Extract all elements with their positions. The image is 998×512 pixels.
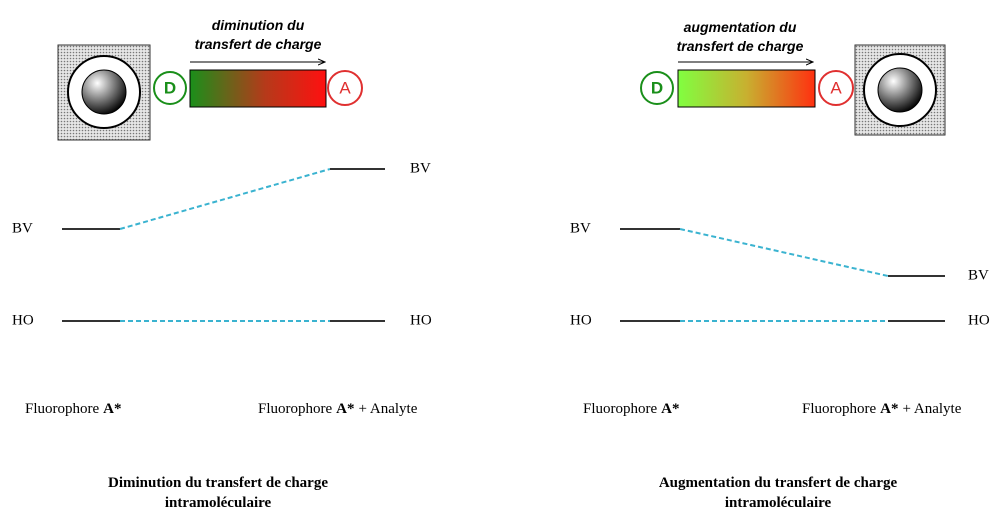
state-bold: A* — [880, 401, 898, 417]
state-text: Fluorophore — [25, 401, 100, 417]
arrow-label: diminution du — [212, 17, 305, 33]
state-text: Fluorophore — [258, 401, 333, 417]
acceptor-circle — [327, 70, 363, 106]
transfer-bar — [189, 69, 327, 108]
level-label: HO — [570, 312, 592, 328]
level-label: BV — [12, 220, 33, 236]
donor-circle — [640, 71, 674, 105]
caption: intramoléculaire — [725, 495, 832, 511]
state-label: Fluorophore A* — [583, 401, 680, 417]
arrow-label: transfert de charge — [195, 36, 322, 52]
state-label: Fluorophore A* + Analyte — [258, 401, 418, 417]
state-text: Fluorophore — [802, 401, 877, 417]
acceptor-circle — [818, 70, 854, 106]
donor-label: D — [651, 78, 663, 97]
state-text: Fluorophore — [583, 401, 658, 417]
caption: Augmentation du transfert de charge — [659, 475, 898, 491]
state-suffix: + Analyte — [903, 401, 962, 417]
analyte-sphere — [81, 69, 127, 115]
level-link — [679, 228, 889, 277]
caption: Diminution du transfert de charge — [108, 475, 328, 491]
state-bold: A* — [661, 401, 679, 417]
state-label: Fluorophore A* — [25, 401, 122, 417]
arrow-label: transfert de charge — [677, 38, 804, 54]
level-label: BV — [968, 267, 989, 283]
state-suffix: + Analyte — [359, 401, 418, 417]
acceptor-label: A — [339, 78, 351, 97]
analyte-sphere — [877, 67, 923, 113]
state-label: Fluorophore A* + Analyte — [802, 401, 962, 417]
donor-label: D — [164, 78, 176, 97]
arrow-label: augmentation du — [684, 19, 797, 35]
level-label: BV — [410, 160, 431, 176]
level-label: BV — [570, 220, 591, 236]
level-label: HO — [968, 312, 990, 328]
state-bold: A* — [336, 401, 354, 417]
level-link — [119, 168, 331, 230]
acceptor-label: A — [830, 78, 842, 97]
state-bold: A* — [103, 401, 121, 417]
level-label: HO — [410, 312, 432, 328]
panel-left: D A diminution du transfert de charge BV… — [12, 17, 432, 511]
transfer-bar — [677, 69, 816, 108]
donor-circle — [153, 71, 187, 105]
level-label: HO — [12, 312, 34, 328]
panel-right: D A augmentation du transfert de charge … — [570, 19, 990, 511]
caption: intramoléculaire — [165, 495, 272, 511]
